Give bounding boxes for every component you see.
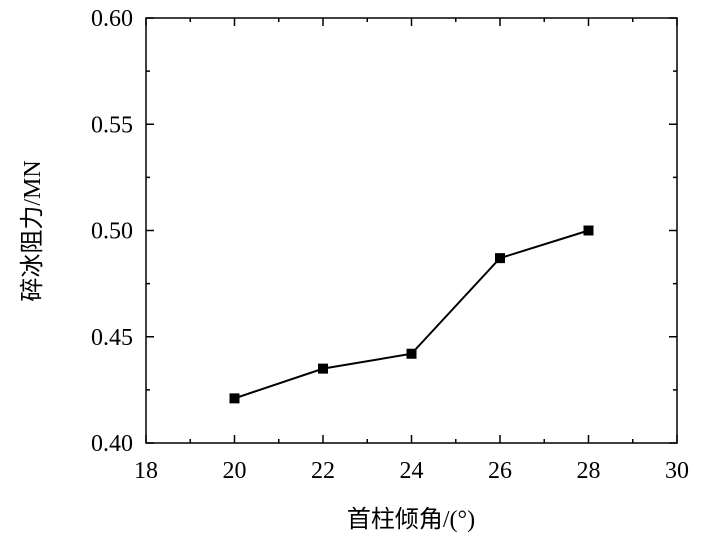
x-axis-title: 首柱倾角/(°): [347, 506, 475, 533]
x-tick-label: 28: [577, 458, 601, 484]
x-tick-label: 20: [223, 458, 247, 484]
data-point-marker: [406, 348, 417, 359]
series-line: [234, 229, 589, 400]
x-tick-label: 24: [400, 458, 424, 484]
x-axis-ticks: 18 20 22 24 26 28 30: [134, 18, 689, 484]
y-tick-label: 0.45: [91, 325, 133, 351]
plot-frame: [145, 17, 678, 444]
data-point-marker: [495, 253, 505, 264]
y-tick-label: 0.60: [91, 6, 133, 32]
plot-border: [145, 17, 678, 444]
data-point-marker: [229, 393, 240, 404]
y-tick-label: 0.55: [91, 112, 133, 138]
x-tick-label: 22: [311, 458, 335, 484]
series-layer: [229, 225, 594, 404]
x-tick-label: 30: [665, 458, 689, 484]
y-axis-title: 碎冰阻力/MN: [19, 160, 46, 301]
x-tick-label: 18: [134, 458, 158, 484]
y-tick-label: 0.40: [91, 431, 133, 457]
data-point-marker: [318, 363, 328, 374]
y-axis-ticks: 0.40 0.45 0.50 0.55 0.60: [91, 6, 677, 457]
x-tick-label: 26: [488, 458, 512, 484]
data-point-marker: [583, 225, 594, 236]
y-tick-label: 0.50: [91, 219, 133, 245]
